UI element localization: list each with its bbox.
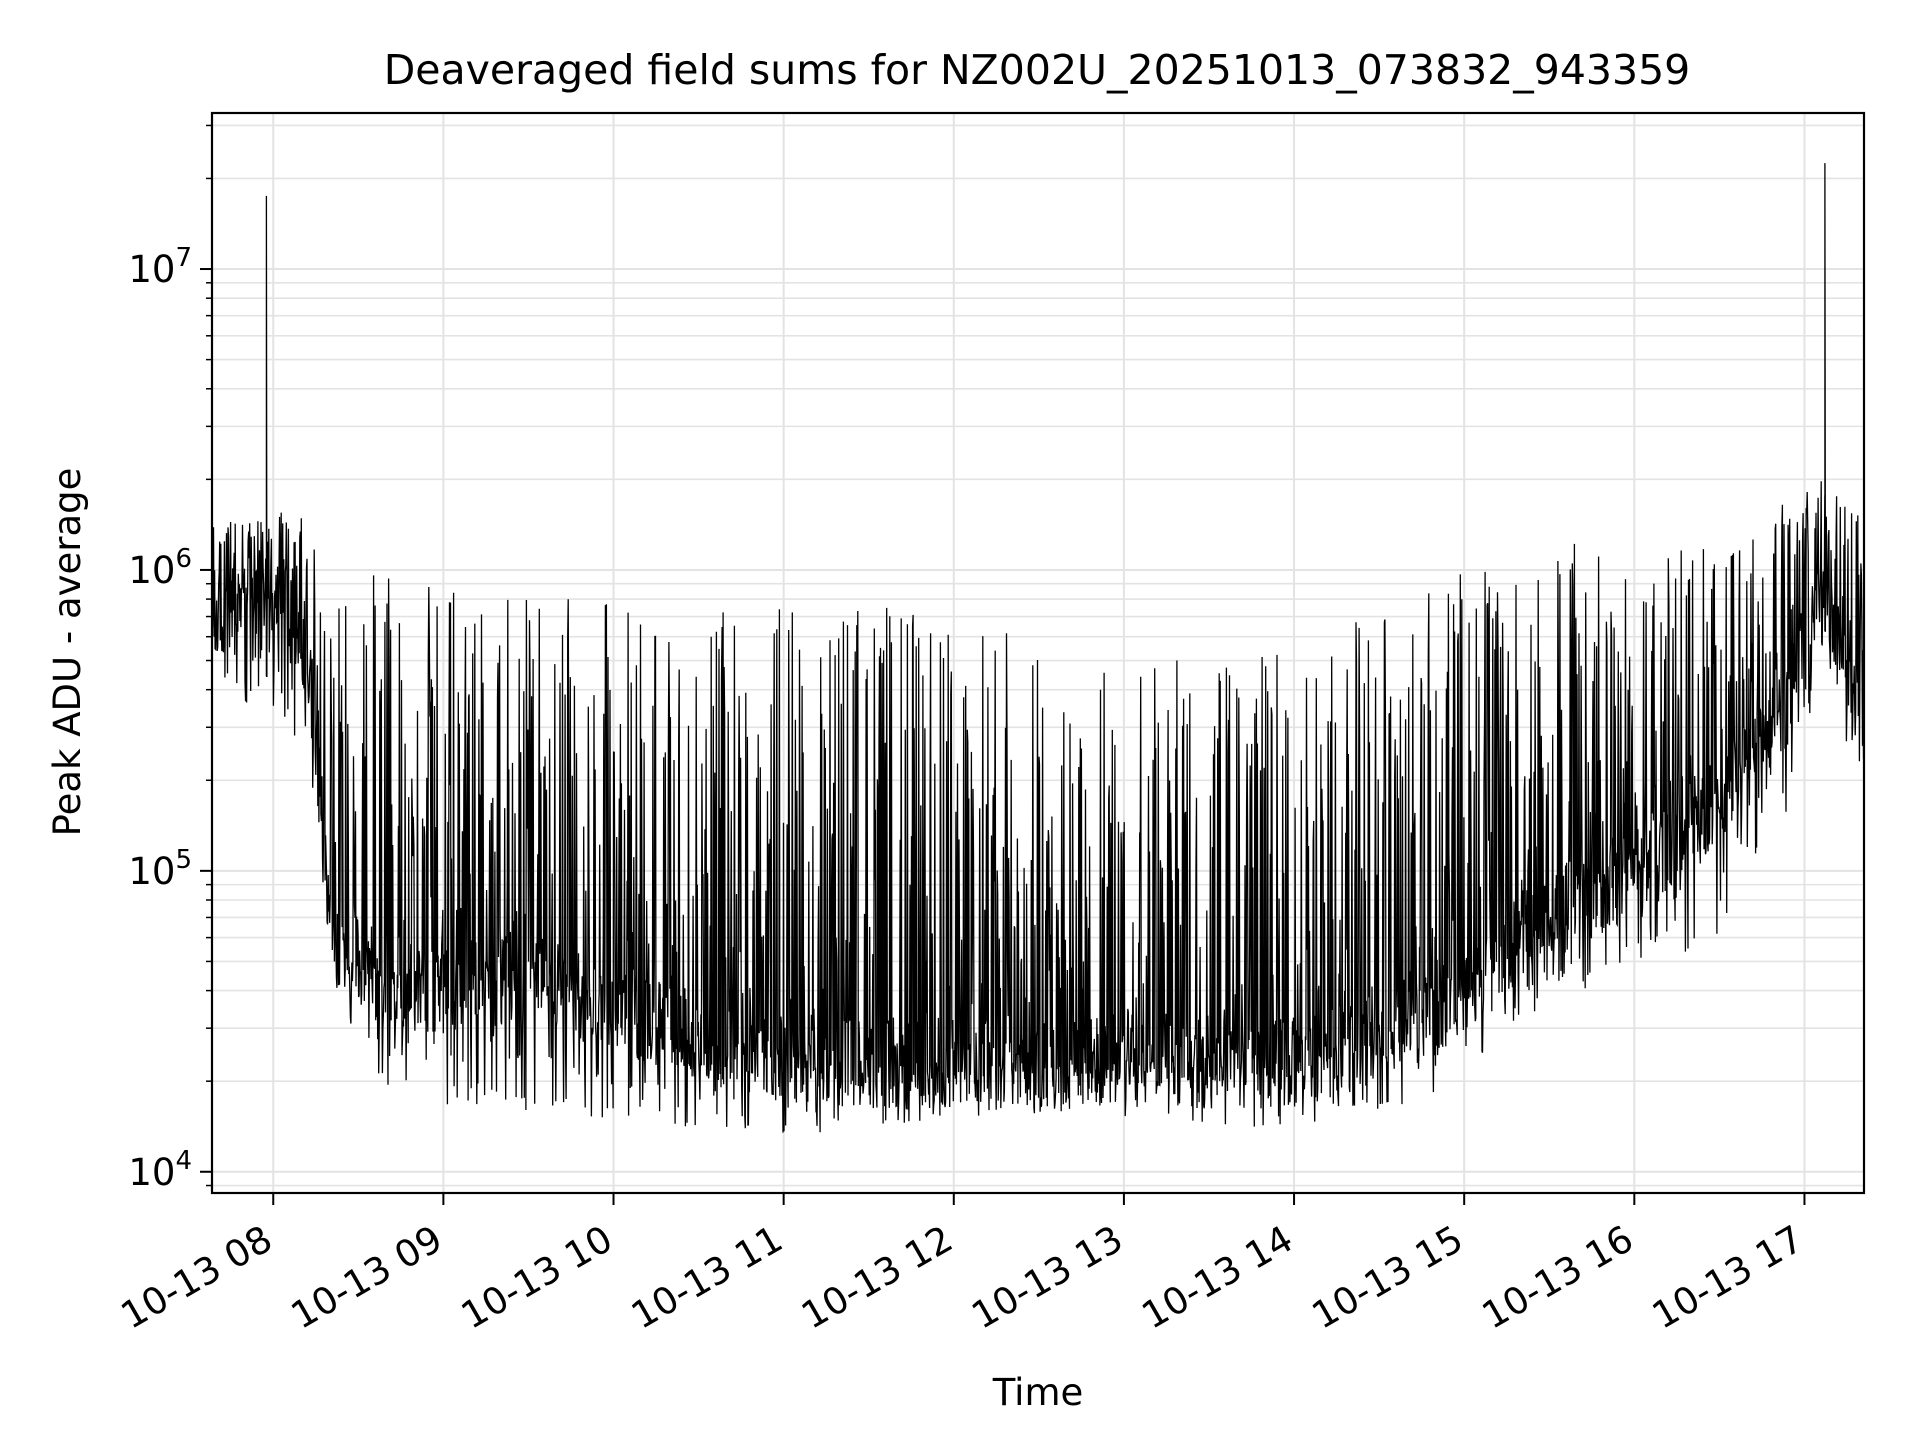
y-tick-exponent: 4 <box>175 1146 192 1176</box>
y-tick-exponent: 7 <box>175 243 192 273</box>
y-tick-label: 107 <box>128 243 192 291</box>
y-tick-base: 10 <box>128 549 175 592</box>
data-series-line <box>212 163 1864 1133</box>
x-axis-label: Time <box>992 1371 1084 1414</box>
y-tick-label: 106 <box>128 544 192 592</box>
y-tick-exponent: 6 <box>175 544 192 574</box>
y-axis-label: Peak ADU - average <box>46 468 89 837</box>
y-tick-label: 104 <box>128 1146 192 1194</box>
y-tick-exponent: 5 <box>175 845 192 875</box>
plot-area <box>212 163 1864 1133</box>
y-tick-base: 10 <box>128 248 175 291</box>
chart-title: Deaveraged field sums for NZ002U_2025101… <box>384 46 1691 94</box>
y-tick-base: 10 <box>128 850 175 893</box>
data-series <box>212 163 1864 1133</box>
y-tick-base: 10 <box>128 1151 175 1194</box>
y-tick-label: 105 <box>128 845 192 893</box>
axes-frame <box>210 111 1866 1195</box>
